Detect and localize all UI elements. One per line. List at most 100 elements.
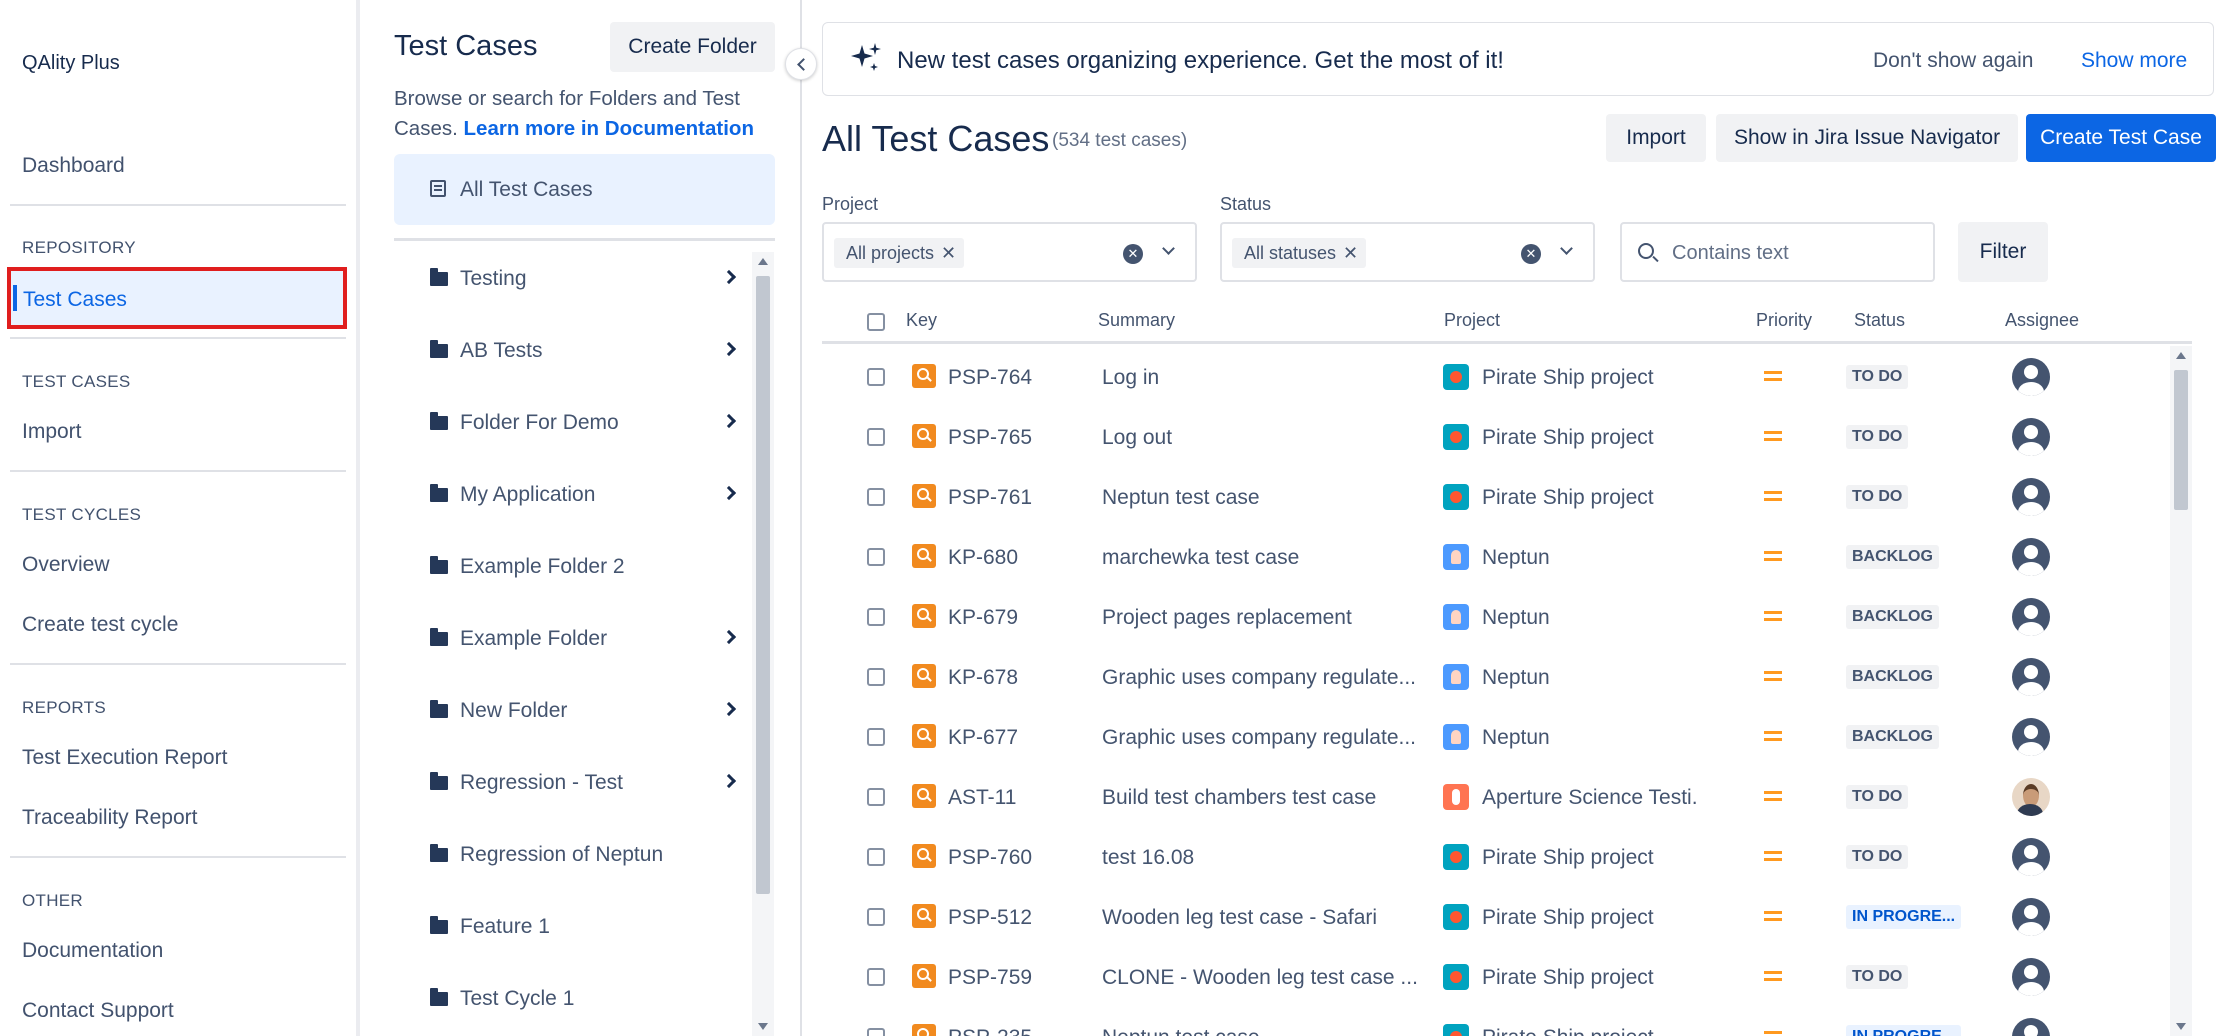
- folder-item[interactable]: My Application: [394, 468, 764, 528]
- header-assignee[interactable]: Assignee: [2005, 310, 2080, 330]
- folder-item[interactable]: Regression - Test: [394, 756, 764, 816]
- chevron-right-icon[interactable]: [721, 701, 737, 717]
- chevron-right-icon[interactable]: [721, 341, 737, 357]
- row-key[interactable]: PSP-764: [948, 366, 1033, 389]
- row-checkbox[interactable]: [867, 908, 885, 926]
- row-summary[interactable]: Log in: [1102, 366, 1160, 389]
- scroll-up-arrow-icon[interactable]: [758, 258, 768, 265]
- nav-create-test-cycle[interactable]: Create test cycle: [22, 613, 179, 636]
- header-key[interactable]: Key: [906, 310, 938, 330]
- assignee-avatar[interactable]: [2012, 658, 2050, 696]
- header-priority[interactable]: Priority: [1756, 310, 1813, 330]
- project-filter-select[interactable]: All projects ✕ ✕: [822, 222, 1197, 282]
- table-row[interactable]: PSP-759 CLONE - Wooden leg test case ... P…: [822, 948, 2192, 1008]
- chevron-right-icon[interactable]: [721, 773, 737, 789]
- folder-item[interactable]: Example Folder: [394, 612, 764, 672]
- row-checkbox[interactable]: [867, 548, 885, 566]
- folder-item[interactable]: New Folder: [394, 684, 764, 744]
- table-row[interactable]: AST-11 Build test chambers test case Apert…: [822, 768, 2192, 828]
- assignee-avatar[interactable]: [2012, 538, 2050, 576]
- row-summary[interactable]: marchewka test case: [1102, 546, 1300, 569]
- row-summary[interactable]: CLONE - Wooden leg test case ...: [1102, 966, 1418, 989]
- table-row[interactable]: PSP-764 Log in Pirate Ship project TO DO: [822, 348, 2192, 408]
- folder-item[interactable]: Feature 1: [394, 900, 764, 960]
- remove-chip-icon[interactable]: ✕: [1342, 243, 1359, 263]
- chevron-right-icon[interactable]: [721, 269, 737, 285]
- row-key[interactable]: KP-680: [948, 546, 1019, 569]
- collapse-panel-chevron-left-icon[interactable]: [785, 48, 817, 80]
- table-row[interactable]: PSP-512 Wooden leg test case - Safari Pira…: [822, 888, 2192, 948]
- chevron-right-icon[interactable]: [721, 485, 737, 501]
- table-row[interactable]: PSP-760 test 16.08 Pirate Ship project TO D…: [822, 828, 2192, 888]
- row-key[interactable]: PSP-512: [948, 906, 1033, 929]
- nav-dashboard[interactable]: Dashboard: [22, 154, 125, 177]
- dont-show-again-button[interactable]: Don't show again: [1873, 49, 2034, 72]
- scrollbar-thumb[interactable]: [756, 276, 770, 894]
- status-filter-select[interactable]: All statuses ✕ ✕: [1220, 222, 1595, 282]
- nav-overview[interactable]: Overview: [22, 553, 110, 576]
- table-row[interactable]: PSP-765 Log out Pirate Ship project TO DO: [822, 408, 2192, 468]
- assignee-avatar[interactable]: [2012, 418, 2050, 456]
- row-checkbox[interactable]: [867, 608, 885, 626]
- folder-item[interactable]: AB Tests: [394, 324, 764, 384]
- assignee-avatar[interactable]: [2012, 358, 2050, 396]
- row-key[interactable]: PSP-765: [948, 426, 1033, 449]
- create-folder-button[interactable]: Create Folder: [610, 22, 775, 72]
- header-project[interactable]: Project: [1444, 310, 1501, 330]
- assignee-avatar[interactable]: [2012, 778, 2050, 816]
- nav-import[interactable]: Import: [22, 420, 82, 443]
- row-checkbox[interactable]: [867, 368, 885, 386]
- nav-test-cases[interactable]: Test Cases: [7, 267, 347, 329]
- assignee-avatar[interactable]: [2012, 718, 2050, 756]
- table-row[interactable]: KP-679 Project pages replacement Neptun BAC…: [822, 588, 2192, 648]
- table-row[interactable]: PSP-235 Neptun test case Pirate Ship proje…: [822, 1008, 2192, 1036]
- row-key[interactable]: AST-11: [948, 786, 1017, 809]
- all-test-cases-item[interactable]: All Test Cases: [394, 154, 775, 225]
- chevron-right-icon[interactable]: [721, 413, 737, 429]
- row-checkbox[interactable]: [867, 788, 885, 806]
- filter-button[interactable]: Filter: [1958, 222, 2048, 282]
- table-scrollbar[interactable]: [2170, 346, 2192, 1036]
- folder-item[interactable]: Example Folder 2: [394, 540, 764, 600]
- row-summary[interactable]: Project pages replacement: [1102, 606, 1352, 629]
- row-key[interactable]: KP-679: [948, 606, 1019, 629]
- row-checkbox[interactable]: [867, 968, 885, 986]
- row-key[interactable]: PSP-235: [948, 1026, 1032, 1036]
- show-in-jira-button[interactable]: Show in Jira Issue Navigator: [1716, 114, 2018, 162]
- row-key[interactable]: KP-677: [948, 726, 1019, 749]
- row-summary[interactable]: Graphic uses company regulate...: [1102, 666, 1416, 689]
- row-summary[interactable]: Neptun test case: [1102, 1026, 1432, 1036]
- table-row[interactable]: KP-678 Graphic uses company regulate... Ne…: [822, 648, 2192, 708]
- search-field[interactable]: [1620, 222, 1935, 282]
- row-key[interactable]: PSP-760: [948, 846, 1033, 869]
- assignee-avatar[interactable]: [2012, 598, 2050, 636]
- create-test-case-button[interactable]: Create Test Case: [2026, 114, 2216, 162]
- folder-scrollbar[interactable]: [752, 252, 774, 1036]
- import-button[interactable]: Import: [1606, 114, 1706, 162]
- row-summary[interactable]: Graphic uses company regulate...: [1102, 726, 1416, 749]
- scroll-up-arrow-icon[interactable]: [2176, 352, 2186, 359]
- row-key[interactable]: PSP-761: [948, 486, 1033, 509]
- row-summary[interactable]: Wooden leg test case - Safari: [1102, 906, 1378, 929]
- header-summary[interactable]: Summary: [1098, 310, 1176, 330]
- folder-item[interactable]: Testing: [394, 252, 764, 312]
- remove-chip-icon[interactable]: ✕: [940, 243, 957, 263]
- folder-item[interactable]: Test Cycle 1: [394, 972, 764, 1032]
- row-checkbox[interactable]: [867, 428, 885, 446]
- row-summary[interactable]: Log out: [1102, 426, 1173, 449]
- assignee-avatar[interactable]: [2012, 1018, 2050, 1036]
- assignee-avatar[interactable]: [2012, 478, 2050, 516]
- assignee-avatar[interactable]: [2012, 958, 2050, 996]
- chevron-down-icon[interactable]: [1560, 242, 1573, 255]
- row-checkbox[interactable]: [867, 488, 885, 506]
- row-checkbox[interactable]: [867, 668, 885, 686]
- row-checkbox[interactable]: [867, 848, 885, 866]
- nav-contact-support[interactable]: Contact Support: [22, 999, 174, 1022]
- clear-icon[interactable]: ✕: [1123, 244, 1143, 264]
- row-summary[interactable]: Neptun test case: [1102, 486, 1260, 509]
- table-row[interactable]: KP-680 marchewka test case Neptun BACKLOG: [822, 528, 2192, 588]
- row-checkbox[interactable]: [867, 728, 885, 746]
- assignee-avatar[interactable]: [2012, 898, 2050, 936]
- scroll-down-arrow-icon[interactable]: [2176, 1023, 2186, 1030]
- row-key[interactable]: PSP-759: [948, 966, 1033, 989]
